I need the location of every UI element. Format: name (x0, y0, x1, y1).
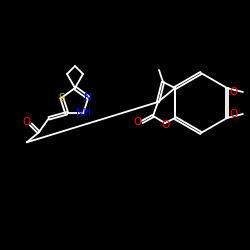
Text: S: S (58, 93, 65, 103)
Text: O: O (162, 120, 170, 130)
Text: N: N (84, 93, 92, 103)
Text: NH: NH (76, 108, 90, 118)
Text: O: O (230, 109, 238, 119)
Text: O: O (134, 117, 142, 127)
Text: O: O (230, 87, 238, 97)
Text: O: O (23, 117, 31, 127)
